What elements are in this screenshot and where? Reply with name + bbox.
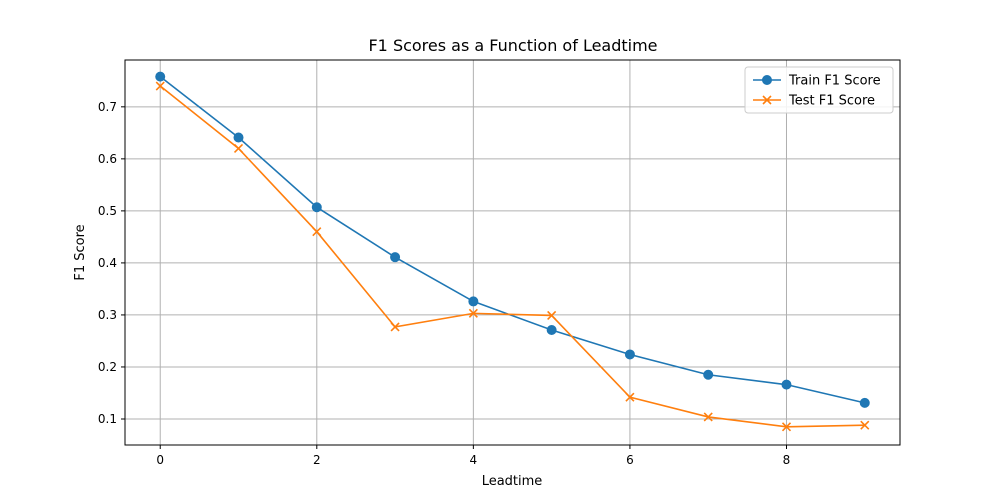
series-line bbox=[159, 76, 865, 404]
data-point bbox=[468, 308, 478, 318]
data-point bbox=[546, 325, 557, 336]
y-tick-label: 0.7 bbox=[98, 100, 117, 114]
legend-entry: Test F1 Score bbox=[753, 94, 875, 109]
x-tick-label: 8 bbox=[783, 453, 791, 467]
legend-marker bbox=[762, 75, 772, 85]
legend-box bbox=[744, 66, 894, 114]
data-point bbox=[390, 252, 401, 263]
y-tick-label: 0.6 bbox=[98, 152, 117, 166]
x-tick-label: 0 bbox=[156, 453, 164, 467]
legend-label: Test F1 Score bbox=[788, 94, 875, 109]
data-point bbox=[311, 202, 322, 213]
data-point bbox=[468, 296, 479, 307]
x-tick-label: 2 bbox=[313, 453, 321, 467]
data-point bbox=[547, 310, 557, 321]
data-point bbox=[312, 227, 322, 237]
series-line bbox=[159, 85, 865, 428]
data-point bbox=[859, 397, 870, 408]
x-tick-label: 4 bbox=[470, 453, 478, 467]
y-axis: 0.1 0.2 0.3 0.4 0.5 0.6 0.7 bbox=[98, 100, 125, 426]
y-axis-label: F1 Score bbox=[73, 224, 88, 280]
data-point bbox=[781, 422, 792, 432]
x-tick-label: 6 bbox=[626, 453, 634, 467]
data-point bbox=[233, 143, 244, 154]
data-point bbox=[624, 349, 635, 360]
y-tick-label: 0.4 bbox=[98, 256, 117, 270]
series-train bbox=[155, 71, 870, 408]
y-tick-label: 0.5 bbox=[98, 204, 117, 218]
grid bbox=[125, 60, 900, 445]
data-point bbox=[155, 71, 166, 82]
data-point bbox=[860, 420, 870, 430]
legend: Train F1 Score Test F1 Score bbox=[744, 66, 894, 114]
x-axis-label: Leadtime bbox=[482, 474, 543, 489]
data-point bbox=[390, 322, 400, 332]
chart-title: F1 Scores as a Function of Leadtime bbox=[368, 36, 657, 55]
data-point bbox=[703, 412, 713, 422]
x-axis: 0 2 4 6 8 bbox=[156, 445, 790, 467]
data-point bbox=[781, 379, 792, 390]
legend-label: Train F1 Score bbox=[788, 74, 881, 89]
series-group bbox=[155, 71, 870, 432]
data-point bbox=[155, 81, 165, 91]
y-tick-label: 0.2 bbox=[98, 360, 117, 374]
y-tick-label: 0.3 bbox=[98, 308, 117, 322]
data-point bbox=[233, 132, 244, 143]
y-tick-label: 0.1 bbox=[98, 412, 117, 426]
plot-area bbox=[124, 59, 901, 446]
legend-entry: Train F1 Score bbox=[753, 74, 881, 89]
series-test bbox=[155, 81, 870, 432]
data-point bbox=[703, 369, 714, 380]
data-point bbox=[625, 392, 635, 402]
legend-marker bbox=[762, 95, 772, 105]
